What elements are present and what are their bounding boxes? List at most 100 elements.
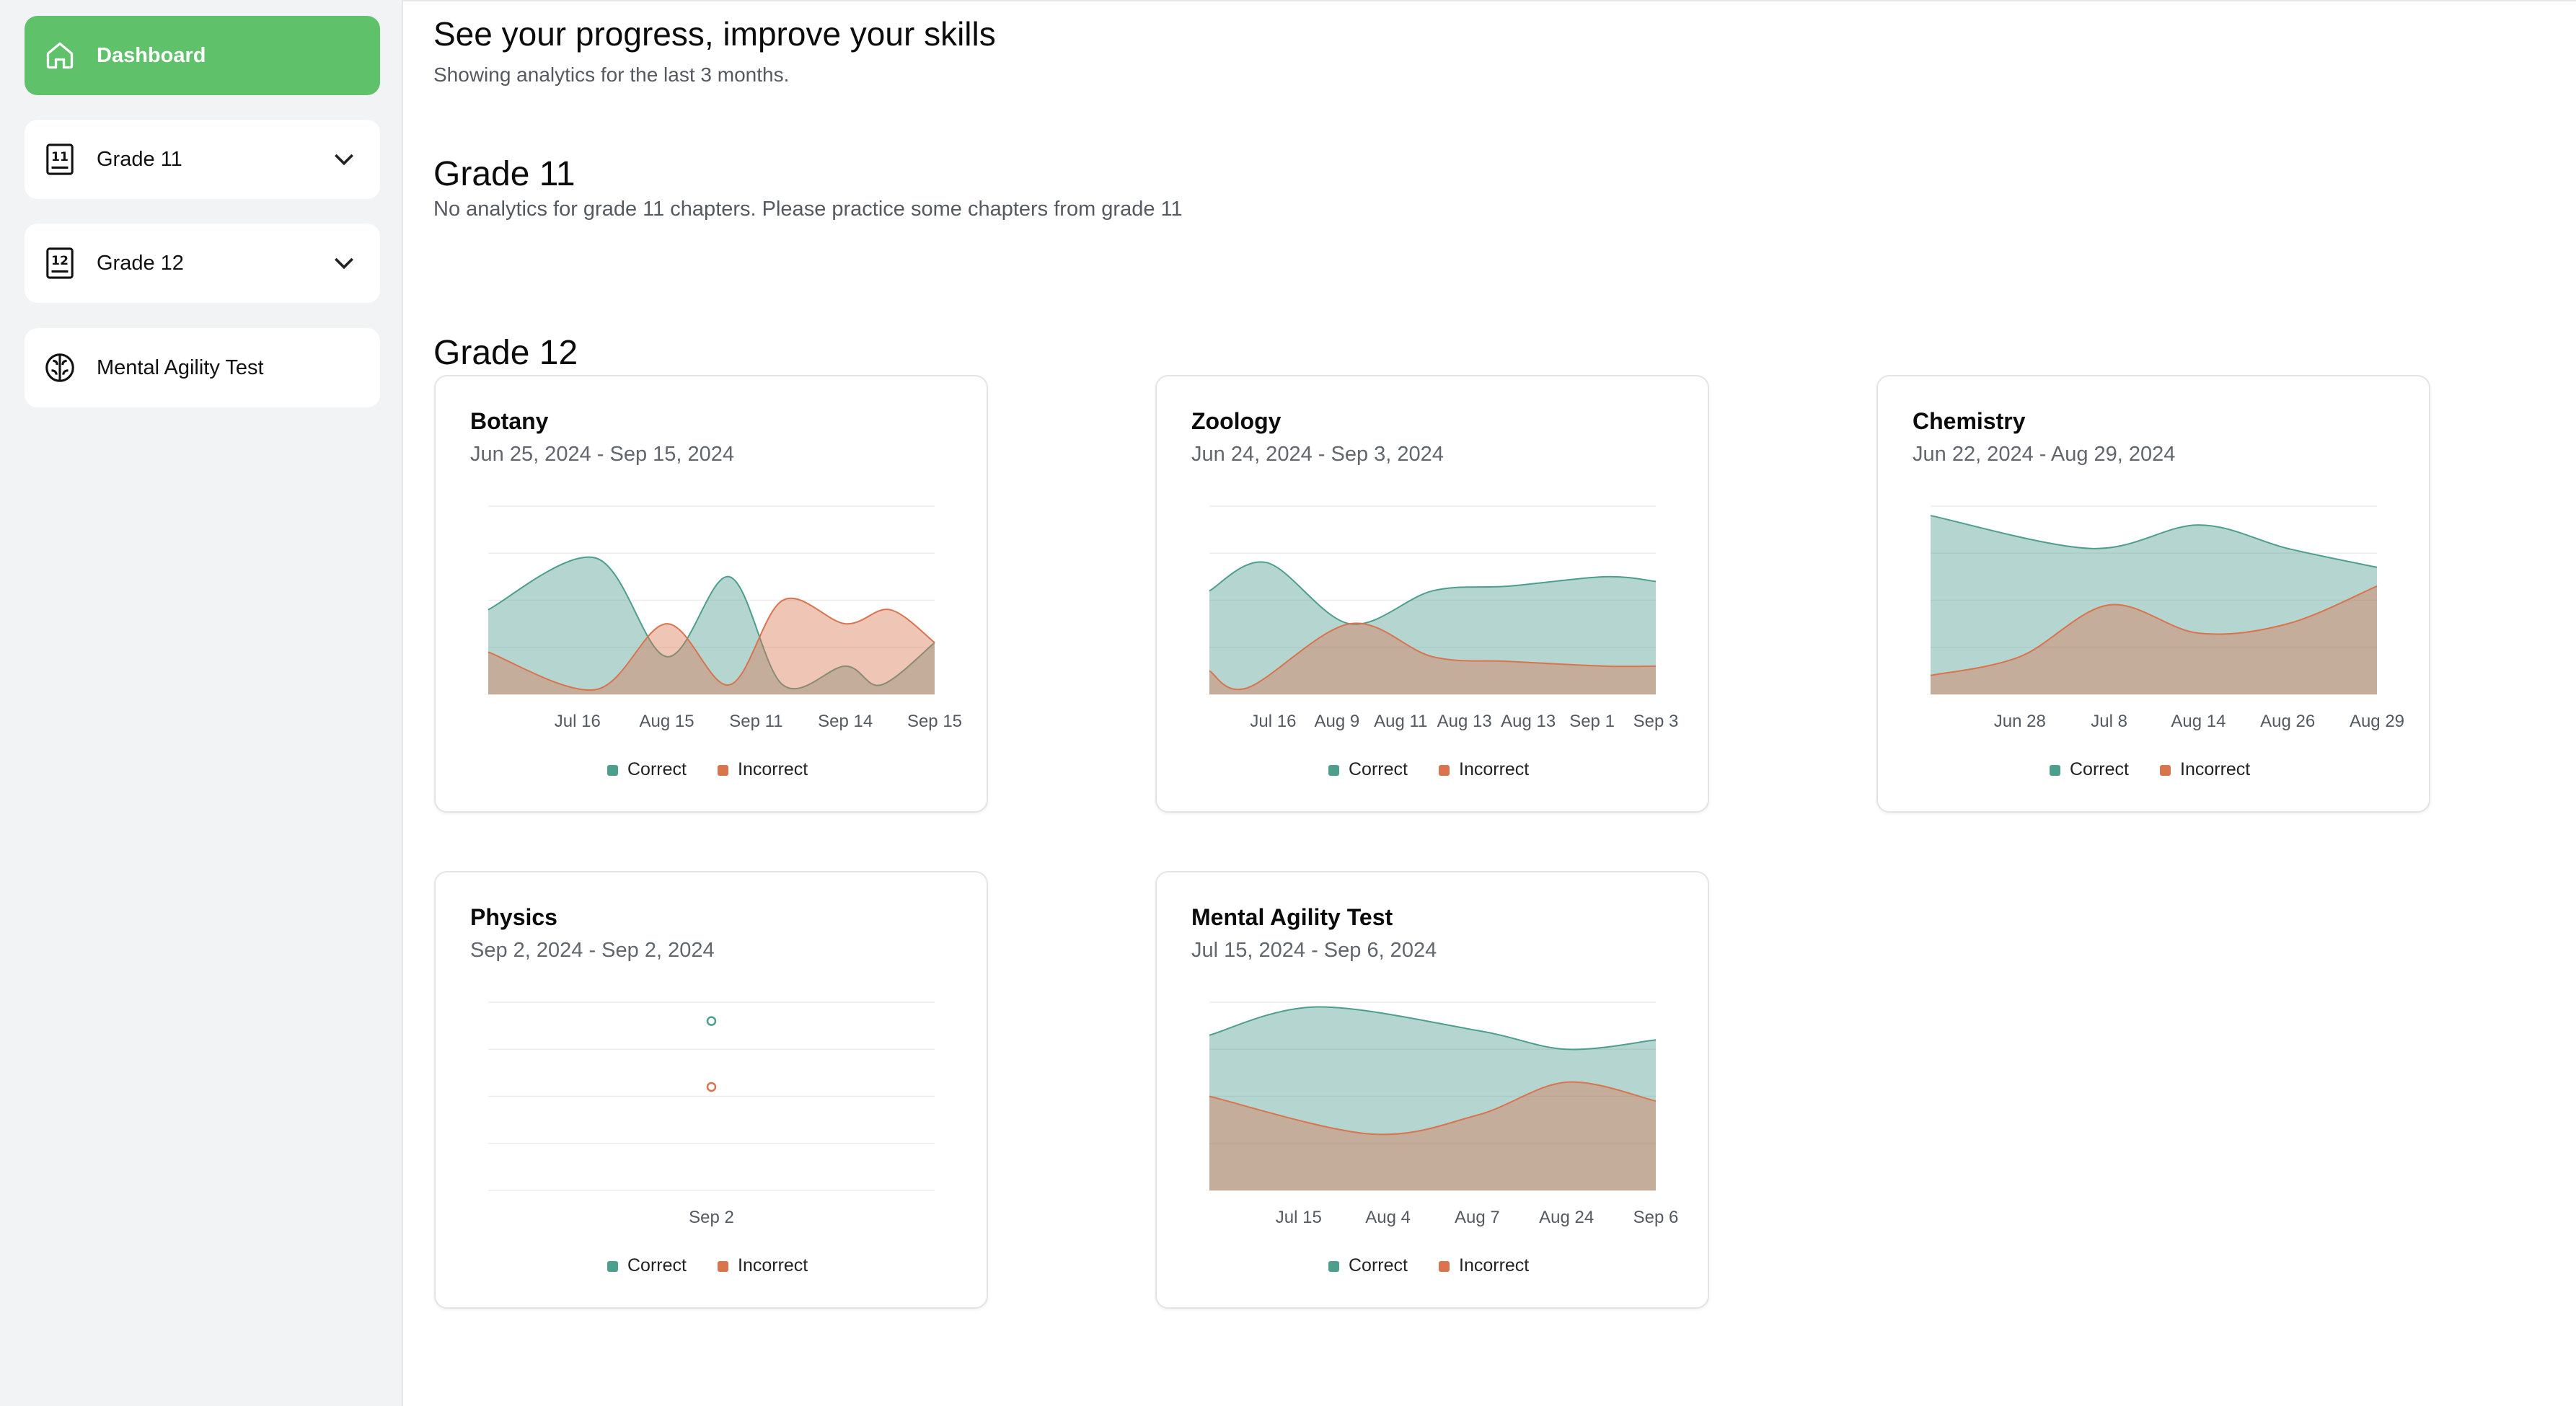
x-tick-label: Aug 15 <box>640 712 694 731</box>
home-icon <box>43 39 76 72</box>
physics-chart: Sep 2 Correct Incorrect <box>488 1002 935 1275</box>
chart-title: Botany <box>470 408 549 434</box>
botany-chart: Jul 16 Aug 15 Sep 11 Sep 14 Sep 15 Correct Inc… <box>488 505 962 779</box>
zoology-chart: Jul 16 Aug 9 Aug 11 Aug 13 Aug 13 Sep 1 Sep 3 C… <box>1209 505 1679 779</box>
legend-swatch-incorrect <box>718 1261 728 1272</box>
chemistry-chart: Jun 28 Jul 8 Aug 14 Aug 26 Aug 29 Correct Inco… <box>1930 505 2404 779</box>
chart-title: Mental Agility Test <box>1191 904 1393 930</box>
x-tick-label: Jun 28 <box>1994 712 2046 731</box>
series-line-correct <box>1930 515 2378 568</box>
sidebar-item-grade-11[interactable]: 11 Grade 11 <box>25 120 380 199</box>
sidebar-item-mental-agility-test[interactable]: Mental Agility Test <box>25 328 380 407</box>
x-tick-label: Jul 8 <box>2091 712 2127 731</box>
sidebar-item-grade-12[interactable]: 12 Grade 12 <box>25 224 380 303</box>
series-line-correct <box>1209 1006 1657 1051</box>
grade-11-icon: 11 <box>43 143 76 176</box>
sidebar-item-label: Mental Agility Test <box>97 355 264 379</box>
x-tick-label: Aug 4 <box>1365 1208 1411 1227</box>
x-tick-label: Sep 1 <box>1569 712 1615 731</box>
x-tick-label: Aug 13 <box>1437 712 1492 731</box>
x-tick-label: Jul 15 <box>1276 1208 1322 1227</box>
legend-label: Correct <box>2070 759 2129 779</box>
x-tick-label: Aug 29 <box>2350 712 2404 731</box>
chart-date-range: Sep 2, 2024 - Sep 2, 2024 <box>470 939 715 962</box>
x-tick-label: Sep 3 <box>1633 712 1679 731</box>
legend-label: Correct <box>627 1255 687 1275</box>
legend-swatch-correct <box>1328 1261 1339 1272</box>
legend-label: Incorrect <box>1459 1255 1529 1275</box>
legend-swatch-incorrect <box>1439 1261 1450 1272</box>
mental-agility-test-chart: Jul 15 Aug 4 Aug 7 Aug 24 Sep 6 Correct Incorr… <box>1209 1002 1679 1275</box>
series-area-incorrect <box>1209 1082 1656 1190</box>
chart-card-zoology: Zoology Jun 24, 2024 - Sep 3, 2024 Jul 1… <box>1155 375 1709 813</box>
x-tick-label: Sep 2 <box>689 1208 734 1227</box>
legend-swatch-correct <box>607 1261 618 1272</box>
legend-label: Incorrect <box>738 1255 808 1275</box>
grade-12-icon: 12 <box>43 247 76 280</box>
series-line-incorrect <box>488 598 935 691</box>
grade-11-empty-message: No analytics for grade 11 chapters. Plea… <box>433 198 1183 221</box>
sidebar-item-dashboard[interactable]: Dashboard <box>25 16 380 95</box>
chart-card-botany: Botany Jun 25, 2024 - Sep 15, 2024 Jul 1… <box>434 375 988 813</box>
legend-swatch-correct <box>607 765 618 776</box>
x-tick-label: Sep 11 <box>729 712 782 731</box>
brain-icon <box>43 351 76 384</box>
chart-card-physics: Physics Sep 2, 2024 - Sep 2, 2024 Sep 2 C… <box>434 871 988 1309</box>
x-tick-label: Sep 14 <box>818 712 873 731</box>
page-subtitle: Showing analytics for the last 3 months. <box>433 63 790 86</box>
chevron-down-icon[interactable] <box>330 248 358 277</box>
legend-swatch-correct <box>2050 765 2060 776</box>
svg-text:12: 12 <box>51 254 69 268</box>
grade-11-heading: Grade 11 <box>433 155 575 193</box>
x-tick-label: Aug 13 <box>1501 712 1556 731</box>
x-tick-label: Jul 16 <box>555 712 601 731</box>
series-area-correct <box>1209 1007 1656 1190</box>
legend-label: Incorrect <box>738 759 808 779</box>
x-tick-label: Aug 14 <box>2171 712 2226 731</box>
chart-card-chemistry: Chemistry Jun 22, 2024 - Aug 29, 2024 Ju… <box>1876 375 2430 813</box>
series-line-correct <box>488 556 935 690</box>
point-correct <box>706 1016 717 1026</box>
series-line-incorrect <box>1930 585 2378 676</box>
main-content: See your progress, improve your skills S… <box>403 0 2576 1406</box>
sidebar-item-label: Grade 12 <box>97 251 184 275</box>
legend-swatch-correct <box>1328 765 1339 776</box>
page-title: See your progress, improve your skills <box>433 15 996 53</box>
x-tick-label: Sep 6 <box>1633 1208 1679 1227</box>
chart-date-range: Jul 15, 2024 - Sep 6, 2024 <box>1191 939 1437 962</box>
legend-label: Incorrect <box>2180 759 2250 779</box>
chart-date-range: Jun 22, 2024 - Aug 29, 2024 <box>1913 443 2176 466</box>
chart-date-range: Jun 25, 2024 - Sep 15, 2024 <box>470 443 735 466</box>
sidebar-item-label: Dashboard <box>97 43 206 67</box>
series-area-incorrect <box>1209 623 1656 694</box>
chart-title: Zoology <box>1191 408 1282 434</box>
legend-label: Correct <box>1349 759 1408 779</box>
series-area-correct <box>1931 516 2377 694</box>
legend-swatch-incorrect <box>2160 765 2171 776</box>
x-tick-label: Aug 11 <box>1374 712 1427 731</box>
x-tick-label: Aug 26 <box>2260 712 2315 731</box>
chart-title: Chemistry <box>1913 408 2026 434</box>
legend-swatch-incorrect <box>1439 765 1450 776</box>
point-incorrect <box>706 1082 717 1092</box>
legend-swatch-incorrect <box>718 765 728 776</box>
series-area-incorrect <box>488 598 935 694</box>
grade-12-heading: Grade 12 <box>433 334 578 372</box>
series-line-incorrect <box>1209 622 1657 691</box>
series-area-correct <box>1209 562 1656 694</box>
svg-text:11: 11 <box>51 150 69 164</box>
x-tick-label: Aug 24 <box>1539 1208 1594 1227</box>
chevron-down-icon[interactable] <box>330 144 358 173</box>
sidebar-item-label: Grade 11 <box>97 147 182 171</box>
legend-label: Correct <box>627 759 687 779</box>
x-tick-label: Aug 9 <box>1314 712 1359 731</box>
chart-title: Physics <box>470 904 557 930</box>
series-line-correct <box>1209 561 1657 625</box>
series-area-incorrect <box>1931 585 2377 694</box>
x-tick-label: Aug 7 <box>1455 1208 1500 1227</box>
x-tick-label: Jul 16 <box>1250 712 1296 731</box>
sidebar: Dashboard 11 Grade 11 12 Grade 12 Mental… <box>0 0 403 1406</box>
x-tick-label: Sep 15 <box>907 712 962 731</box>
series-area-correct <box>488 557 935 694</box>
chart-card-mental-agility-test: Mental Agility Test Jul 15, 2024 - Sep 6… <box>1155 871 1709 1309</box>
